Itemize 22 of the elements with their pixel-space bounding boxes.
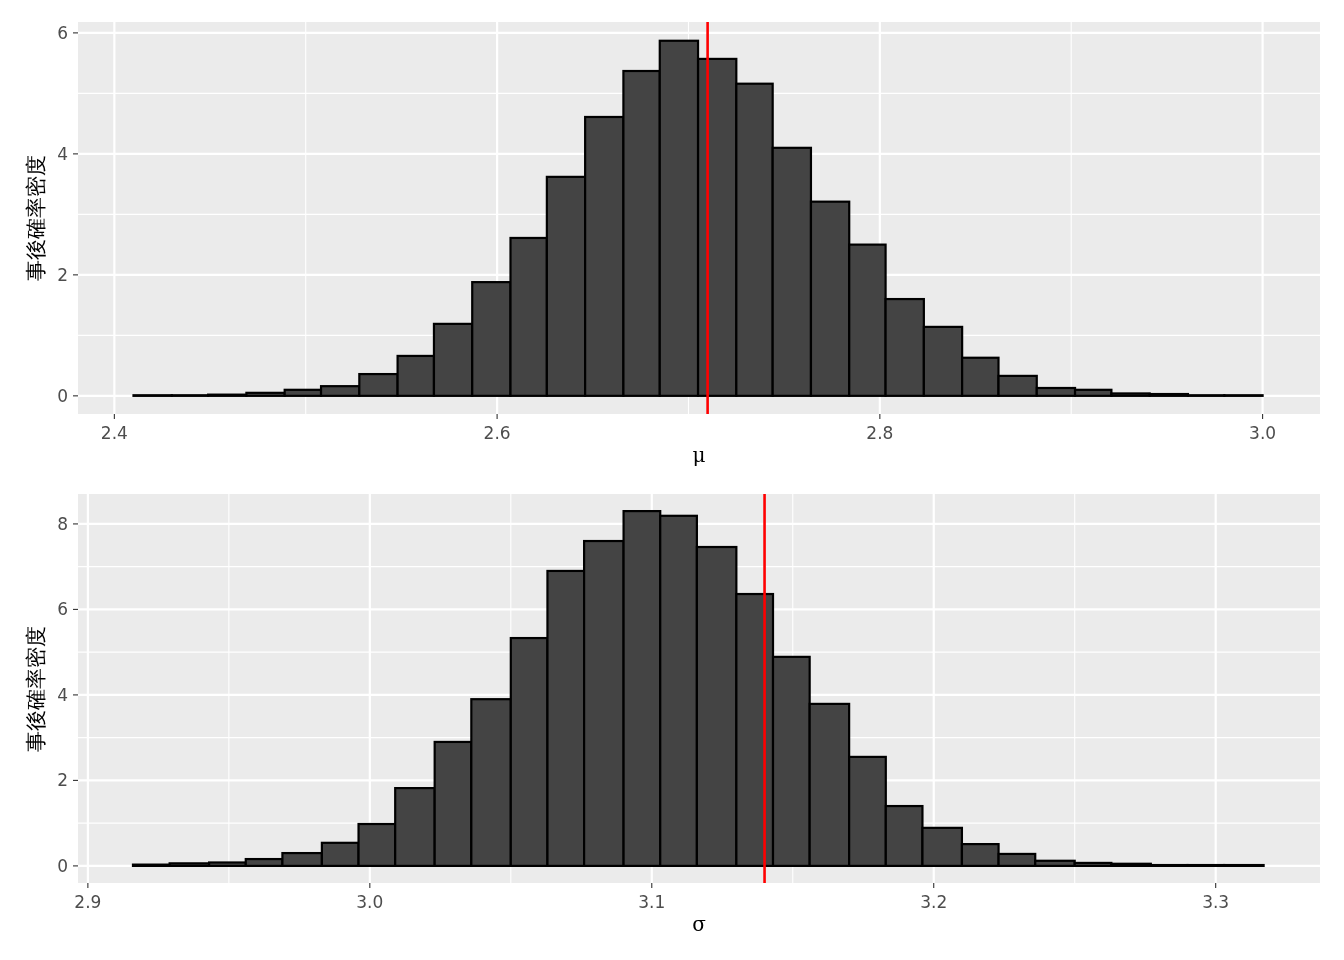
- x-tick-label: 2.8: [866, 423, 894, 443]
- x-tick-label: 2.4: [100, 423, 128, 443]
- x-tick-label: 3.1: [638, 892, 666, 912]
- y-tick-label: 0: [57, 385, 68, 406]
- y-tick-label: 6: [57, 22, 68, 43]
- x-tick-label: 3.0: [356, 892, 384, 912]
- x-axis-title: μ: [692, 443, 706, 467]
- y-tick-label: 4: [57, 684, 68, 705]
- x-tick-label: 2.6: [483, 423, 511, 443]
- y-tick-label: 8: [57, 513, 68, 534]
- x-tick-label: 3.0: [1249, 423, 1277, 443]
- y-tick-label: 4: [57, 143, 68, 164]
- x-tick-label: 3.2: [920, 892, 948, 912]
- y-axis-title: 事後確率密度: [24, 155, 48, 281]
- x-tick-label: 3.3: [1202, 892, 1230, 912]
- x-tick-label: 2.9: [74, 892, 102, 912]
- y-tick-label: 6: [57, 599, 68, 620]
- x-axis-title: σ: [692, 912, 707, 936]
- y-tick-label: 2: [57, 264, 68, 285]
- y-tick-label: 2: [57, 770, 68, 791]
- y-tick-label: 0: [57, 855, 68, 876]
- y-axis-title: 事後確率密度: [24, 625, 48, 752]
